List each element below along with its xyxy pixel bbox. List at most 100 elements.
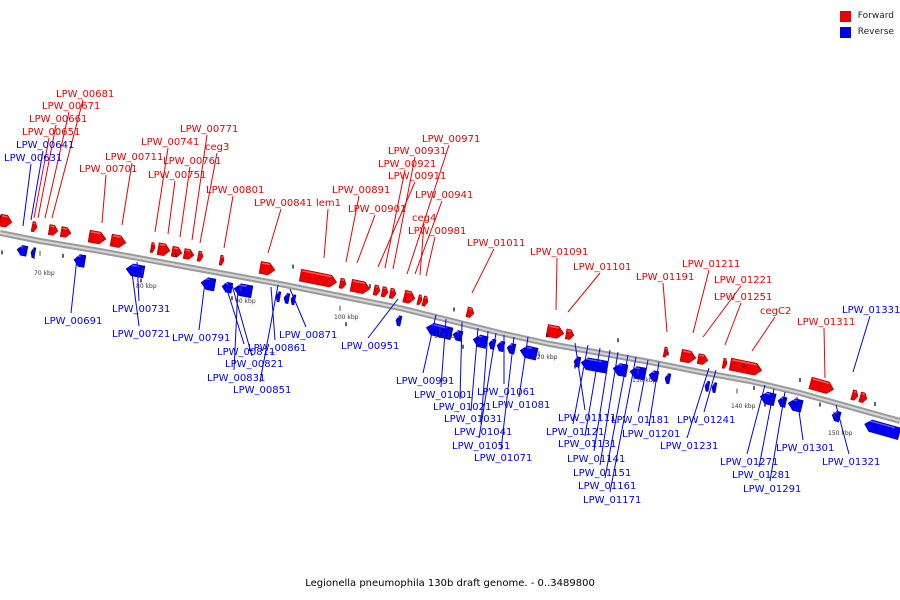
reverse-gene-label: LPW_01321: [822, 457, 880, 468]
reverse-gene-label: LPW_01081: [492, 400, 550, 411]
reverse-gene-label-leader: [648, 361, 660, 427]
reverse-gene: [221, 281, 234, 294]
forward-gene: [858, 391, 868, 404]
reverse-gene-label: LPW_01151: [573, 468, 631, 479]
forward-gene-label-leader: [751, 316, 776, 352]
reverse-gene-label-leader: [637, 359, 649, 413]
reverse-gene-label-leader: [852, 315, 871, 373]
scale-tick-label: 140 kbp: [731, 403, 756, 410]
reverse-gene-label-leader: [130, 264, 140, 327]
reverse-gene: [73, 254, 87, 268]
reverse-gene-label: LPW_01181: [611, 415, 669, 426]
reverse-gene-label-leader: [259, 284, 279, 383]
reverse-gene: [787, 398, 804, 413]
reverse-gene-label-leader: [593, 349, 611, 452]
reverse-gene: [777, 396, 788, 408]
reverse-gene-label-leader: [459, 321, 463, 400]
forward-gene: [416, 294, 423, 306]
forward-gene: [30, 221, 38, 233]
forward-gene-label-leader: [223, 195, 234, 249]
forward-gene: [564, 328, 575, 340]
reverse-gene-label-leader: [422, 314, 437, 374]
forward-gene: [149, 242, 156, 254]
reverse-gene-label-leader: [30, 150, 44, 221]
forward-gene: [465, 306, 475, 318]
reverse-gene-label-leader: [198, 281, 206, 331]
reverse-gene-label-leader: [440, 318, 447, 388]
reverse-gene: [711, 382, 718, 394]
reverse-gene-label-leader: [289, 288, 307, 328]
forward-gene-label: LPW_00971: [422, 134, 480, 145]
scale-tick-label: 80 kbp: [136, 283, 157, 290]
forward-gene-label-leader: [267, 208, 282, 254]
reverse-gene-label: LPW_01301: [776, 443, 834, 454]
forward-gene-label-leader: [154, 147, 169, 233]
reverse-gene-label-leader: [367, 298, 399, 339]
forward-gene-label: LPW_00741: [141, 137, 199, 148]
forward-gene: [196, 250, 204, 262]
forward-gene-label-leader: [121, 162, 133, 226]
forward-gene: [679, 348, 697, 364]
forward-gene-label: LPW_00771: [180, 124, 238, 135]
reverse-gene-label: LPW_01071: [474, 453, 532, 464]
forward-gene-label: LPW_00921: [378, 159, 436, 170]
forward-gene-label: LPW_00911: [388, 171, 446, 182]
reverse-gene-label: LPW_00861: [248, 343, 306, 354]
forward-gene-label-leader: [425, 236, 436, 277]
reverse-gene-label: LPW_00871: [279, 330, 337, 341]
forward-gene: [170, 245, 183, 258]
forward-gene: [388, 287, 397, 299]
forward-gene-label-leader: [414, 200, 443, 275]
forward-gene-label: lem1: [316, 198, 341, 209]
forward-gene: [421, 295, 429, 307]
reverse-gene-label: LPW_00811: [217, 347, 275, 358]
forward-gene-label-leader: [323, 208, 329, 259]
reverse-gene-label: LPW_01141: [567, 454, 625, 465]
forward-gene-label: LPW_01191: [636, 272, 694, 283]
reverse-gene-label-leader: [703, 369, 717, 413]
forward-gene-label-leader: [406, 144, 450, 275]
reverse-gene-label-leader: [572, 344, 589, 425]
reverse-gene-label: LPW_01201: [622, 429, 680, 440]
legend: Forward Reverse: [839, 8, 894, 40]
reverse-gene: [472, 334, 489, 349]
reverse-gene-label-leader: [609, 356, 637, 493]
forward-gene-label: LPW_00651: [22, 127, 80, 138]
scale-tick-label: 70 kbp: [34, 270, 55, 277]
reverse-gene-label-leader: [478, 332, 497, 439]
reverse-gene-label: LPW_01271: [720, 457, 778, 468]
forward-gene-label: LPW_00681: [56, 89, 114, 100]
forward-gene-label-leader: [724, 302, 742, 346]
forward-gene: [338, 277, 347, 289]
forward-gene-label-leader: [702, 285, 742, 338]
forward-gene-label: LPW_00801: [206, 185, 264, 196]
reverse-gene-label: LPW_01331: [842, 305, 900, 316]
forward-gene: [850, 389, 859, 401]
reverse-gene-label-leader: [835, 404, 850, 455]
forward-gene-label: LPW_00711: [105, 152, 163, 163]
forward-gene-label-leader: [33, 137, 50, 219]
reverse-gene-label-leader: [136, 261, 140, 302]
forward-gene: [258, 261, 276, 276]
forward-gene: [0, 213, 13, 228]
forward-gene: [545, 324, 565, 339]
reverse-gene-label: LPW_01111: [558, 413, 616, 424]
reverse-gene-label-leader: [584, 347, 601, 437]
forward-gene-label: LPW_01211: [682, 259, 740, 270]
legend-forward: Forward: [839, 8, 894, 24]
reverse-gene-label: LPW_01161: [578, 481, 636, 492]
reverse-gene-label-leader: [500, 336, 515, 451]
reverse-gene-label-leader: [480, 330, 489, 425]
reverse-gene-label: LPW_01021: [433, 402, 491, 413]
forward-gene: [182, 248, 195, 260]
reverse-gene-label-leader: [518, 336, 529, 398]
forward-gene-label: ceg3: [205, 142, 229, 153]
reverse-gene-label: LPW_00791: [172, 333, 230, 344]
forward-gene-label-leader: [567, 272, 601, 313]
forward-gene-label: LPW_01011: [467, 238, 525, 249]
reverse-gene-label: LPW_01041: [454, 427, 512, 438]
reverse-gene: [395, 315, 403, 327]
forward-gene-label-leader: [356, 214, 376, 264]
reverse-gene-label: LPW_01291: [743, 484, 801, 495]
